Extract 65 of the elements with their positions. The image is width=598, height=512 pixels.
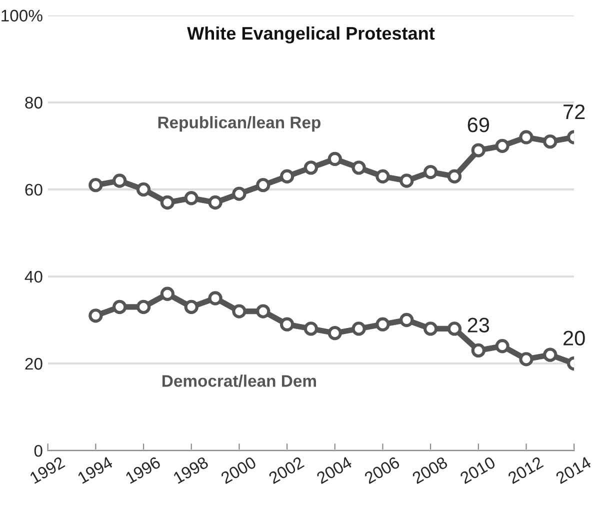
x-tick-label: 2008 xyxy=(412,456,448,484)
x-tick-label: 1994 xyxy=(77,456,114,484)
point xyxy=(400,312,414,328)
point xyxy=(376,317,390,332)
x-tick-label: 2014 xyxy=(555,456,592,484)
point xyxy=(471,343,486,358)
x-tick-label: 2002 xyxy=(268,456,305,484)
point xyxy=(423,322,438,336)
text: White Evangelical Protestant xyxy=(187,26,435,44)
point xyxy=(495,138,510,154)
y-tick-label: 100% xyxy=(2,10,42,22)
text: Democrat/lean Dem xyxy=(162,374,316,388)
point xyxy=(184,300,198,314)
x-tick-label: 2010 xyxy=(459,456,496,484)
y-tick-label: 60 xyxy=(25,184,42,196)
point xyxy=(471,143,486,158)
point xyxy=(543,348,558,362)
point xyxy=(519,130,534,144)
point xyxy=(280,169,294,184)
point xyxy=(400,174,414,188)
point xyxy=(160,195,175,210)
data-label: 72 xyxy=(564,104,585,120)
point xyxy=(447,169,462,184)
point xyxy=(543,134,558,149)
point xyxy=(208,195,222,210)
point xyxy=(328,326,342,340)
point xyxy=(447,322,462,336)
point xyxy=(423,164,438,180)
data-label: 20 xyxy=(564,330,585,346)
point xyxy=(88,178,103,192)
y-tick-label: 40 xyxy=(24,270,42,283)
point xyxy=(232,304,246,318)
data-label: 69 xyxy=(468,118,489,132)
x-tick-label: 2012 xyxy=(507,456,544,484)
point xyxy=(352,160,366,175)
x-tick-label: 2004 xyxy=(316,456,353,484)
point xyxy=(256,178,270,192)
point xyxy=(136,182,151,197)
y-tick-label: 80 xyxy=(25,96,42,109)
point xyxy=(208,291,222,306)
x-tick-label: 1996 xyxy=(124,456,162,484)
y-tick-label: 20 xyxy=(25,358,42,370)
point xyxy=(352,322,366,336)
y-tick-label: 0 xyxy=(34,444,42,457)
series-label: Republican/lean Rep xyxy=(158,116,320,132)
point xyxy=(495,339,510,354)
x-tick-label: 1992 xyxy=(29,456,66,484)
point xyxy=(160,286,175,301)
point xyxy=(136,300,151,314)
point xyxy=(112,174,127,188)
point xyxy=(304,160,318,175)
x-tick-label: 2006 xyxy=(364,456,400,484)
point xyxy=(256,304,270,318)
point xyxy=(519,352,534,366)
point xyxy=(112,300,127,314)
x-tick-label: 2000 xyxy=(220,456,257,484)
x-tick-label: 1998 xyxy=(172,456,210,484)
point xyxy=(376,169,390,184)
point xyxy=(232,186,246,201)
point xyxy=(280,317,294,332)
point xyxy=(304,322,318,336)
data-label: 23 xyxy=(468,318,490,332)
point xyxy=(184,191,198,206)
point xyxy=(88,308,103,323)
point xyxy=(328,152,342,166)
